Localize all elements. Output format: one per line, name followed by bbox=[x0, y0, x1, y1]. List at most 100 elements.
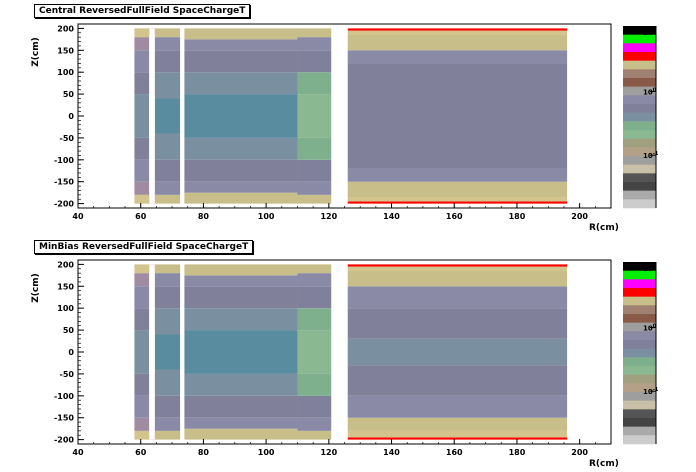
x-tick-label: 160 bbox=[446, 448, 463, 457]
x-tick-label: 120 bbox=[320, 448, 337, 457]
heatmap-cell bbox=[134, 395, 150, 418]
heatmap-cell bbox=[134, 417, 150, 431]
x-tick-label: 60 bbox=[135, 448, 147, 457]
heatmap-cell bbox=[184, 275, 298, 287]
heatmap-cell bbox=[154, 133, 181, 160]
heatmap-cell bbox=[347, 34, 568, 51]
y-tick-label: 150 bbox=[57, 282, 74, 291]
palette-swatch bbox=[623, 34, 656, 44]
y-tick-label: 100 bbox=[57, 304, 74, 313]
heatmap-cell bbox=[154, 159, 181, 182]
palette-swatch bbox=[623, 374, 656, 384]
palette-swatch bbox=[623, 86, 656, 96]
heatmap-cell bbox=[134, 330, 150, 374]
palette-swatch bbox=[623, 69, 656, 79]
palette-swatch bbox=[623, 435, 656, 445]
heatmap-cell bbox=[347, 50, 568, 64]
palette-swatch bbox=[623, 357, 656, 367]
heatmap-cell bbox=[154, 50, 181, 73]
heatmap-cell bbox=[134, 159, 150, 182]
heatmap-cell bbox=[154, 308, 181, 335]
chart-panel-1: 40 60 80 100 120 140 160 180 200 200 150 100 50 0 -50 -… bbox=[31, 259, 659, 469]
heatmap-cell bbox=[347, 266, 568, 271]
heatmap-cell bbox=[154, 37, 181, 51]
heatmap-cell bbox=[297, 37, 332, 51]
palette-tick-label: 101 bbox=[643, 264, 657, 273]
heatmap-cell bbox=[184, 264, 298, 276]
palette-swatch bbox=[623, 262, 656, 271]
palette-swatch bbox=[623, 182, 656, 191]
heatmap-cell bbox=[297, 417, 332, 431]
heatmap-cell bbox=[347, 338, 568, 366]
heatmap-cell bbox=[184, 417, 298, 429]
x-tick-label: 180 bbox=[509, 448, 526, 457]
palette-swatch bbox=[623, 409, 656, 419]
heatmap-cell bbox=[134, 37, 150, 51]
heatmap-cell bbox=[154, 369, 181, 396]
heatmap-cell bbox=[297, 308, 332, 331]
heatmap-cell bbox=[134, 373, 150, 396]
heatmap-cell bbox=[184, 373, 298, 396]
y-tick-label: -50 bbox=[60, 370, 75, 379]
heatmap-cell bbox=[184, 428, 298, 440]
y-tick-label: -100 bbox=[54, 156, 74, 165]
heatmap-cell bbox=[134, 430, 150, 440]
palette-swatch bbox=[623, 392, 656, 401]
heatmap-cell bbox=[297, 94, 332, 138]
x-tick-label: 140 bbox=[383, 212, 400, 221]
heatmap-cell bbox=[347, 63, 568, 169]
detector-gap bbox=[180, 28, 185, 204]
palette-swatch bbox=[623, 426, 656, 436]
y-tick-label: 150 bbox=[57, 46, 74, 55]
chart-title-minbias: MinBias ReversedFullField SpaceChargeT bbox=[34, 240, 254, 254]
heatmap-cell bbox=[184, 137, 298, 160]
heatmap-cell bbox=[184, 72, 298, 95]
palette-swatch bbox=[623, 331, 656, 341]
y-tick-label: -150 bbox=[54, 414, 74, 423]
palette-swatch bbox=[623, 348, 656, 358]
heatmap-cell bbox=[297, 330, 332, 374]
heatmap-cell bbox=[184, 50, 298, 73]
palette-swatch bbox=[623, 138, 656, 148]
heatmap-cell bbox=[154, 395, 181, 418]
palette-swatch bbox=[623, 199, 656, 209]
palette-swatch bbox=[623, 296, 656, 306]
palette-swatch bbox=[623, 366, 656, 375]
palette-swatch bbox=[623, 288, 656, 297]
palette-swatch bbox=[623, 190, 656, 200]
chart-title-central: Central ReversedFullField SpaceChargeT bbox=[34, 4, 251, 18]
detector-gap bbox=[331, 264, 348, 440]
palette-tick-label: 10-1 bbox=[643, 151, 659, 160]
palette-swatch bbox=[623, 112, 656, 122]
y-axis-label: Z(cm) bbox=[31, 273, 41, 302]
heatmap-cell bbox=[134, 273, 150, 287]
heatmap-cell bbox=[134, 264, 150, 274]
palette-swatch bbox=[623, 322, 656, 332]
palette-tick-label: 100 bbox=[643, 88, 657, 97]
heatmap-cell bbox=[134, 28, 150, 38]
x-axis-label: R(cm) bbox=[589, 459, 619, 469]
palette-swatch bbox=[623, 340, 656, 349]
y-tick-label: -50 bbox=[60, 134, 75, 143]
y-tick-label: 200 bbox=[57, 260, 74, 269]
y-tick-label: -150 bbox=[54, 178, 74, 187]
heatmap-cell bbox=[347, 417, 568, 431]
x-tick-label: 100 bbox=[258, 448, 275, 457]
palette-swatch bbox=[623, 305, 656, 315]
heatmap-cell bbox=[154, 72, 181, 99]
palette-swatch bbox=[623, 164, 656, 174]
palette-swatch bbox=[623, 270, 656, 280]
heatmap-cell bbox=[347, 437, 568, 440]
x-tick-label: 200 bbox=[571, 448, 588, 457]
x-tick-label: 60 bbox=[135, 212, 147, 221]
palette-swatch bbox=[623, 156, 656, 165]
detector-gap bbox=[331, 28, 348, 204]
heatmap-cell bbox=[347, 395, 568, 418]
heatmap-cell bbox=[297, 72, 332, 95]
palette-swatch bbox=[623, 314, 656, 323]
heatmap-cell bbox=[297, 395, 332, 418]
y-tick-label: 0 bbox=[68, 348, 74, 357]
x-tick-label: 100 bbox=[258, 212, 275, 221]
heatmap-cell bbox=[184, 39, 298, 51]
